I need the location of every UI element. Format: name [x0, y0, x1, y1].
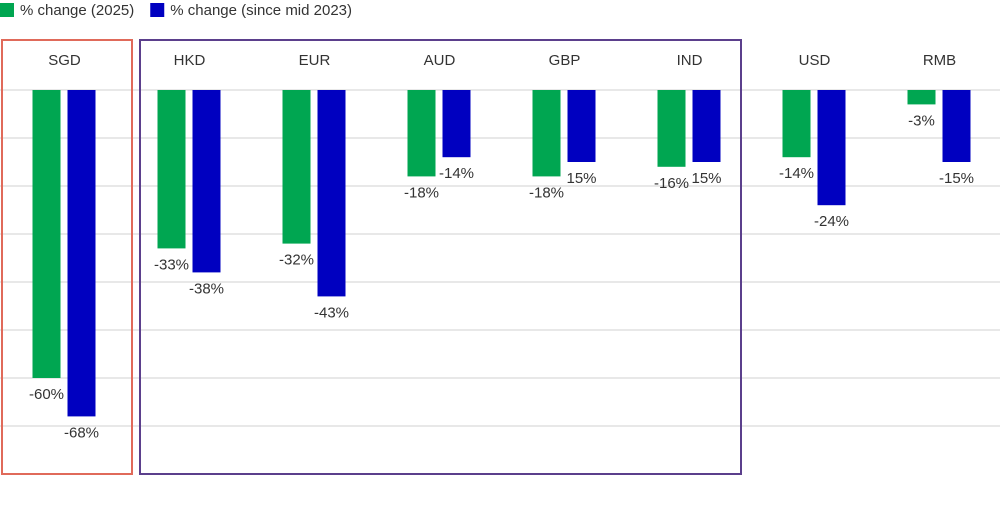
- value-label: -32%: [279, 252, 314, 269]
- x-tick-label: RMB: [923, 52, 956, 69]
- bar: [317, 90, 346, 297]
- value-label: 15%: [566, 170, 596, 187]
- value-label: -14%: [439, 165, 474, 182]
- value-label: 15%: [691, 170, 721, 187]
- bar: [282, 90, 311, 244]
- legend-swatch: [150, 3, 165, 17]
- value-label: -68%: [64, 424, 99, 441]
- bar: [442, 90, 471, 158]
- bar: [67, 90, 96, 417]
- bar: [942, 90, 971, 162]
- bar: [907, 90, 936, 105]
- value-label: -18%: [404, 184, 439, 201]
- value-label: -33%: [154, 256, 189, 273]
- x-tick-label: USD: [799, 52, 831, 69]
- legend-label: % change (2025): [20, 2, 134, 19]
- x-tick-label: GBP: [549, 52, 581, 69]
- bar: [532, 90, 561, 177]
- x-tick-label: HKD: [174, 52, 206, 69]
- bar: [657, 90, 686, 167]
- bar: [407, 90, 436, 177]
- bar: [782, 90, 811, 158]
- value-label: -38%: [189, 280, 224, 297]
- bar: [567, 90, 596, 162]
- value-label: -16%: [654, 175, 689, 192]
- x-tick-label: EUR: [299, 52, 331, 69]
- highlight-box: [1, 39, 133, 475]
- bar: [157, 90, 186, 249]
- x-tick-label: AUD: [424, 52, 456, 69]
- bar: [192, 90, 221, 273]
- bar: [692, 90, 721, 162]
- bar: [817, 90, 846, 206]
- value-label: -14%: [779, 165, 814, 182]
- value-label: -43%: [314, 304, 349, 321]
- x-tick-label: SGD: [48, 52, 81, 69]
- x-tick-label: IND: [677, 52, 703, 69]
- value-label: -15%: [939, 170, 974, 187]
- value-label: -18%: [529, 184, 564, 201]
- bar: [32, 90, 61, 378]
- value-label: -60%: [29, 386, 64, 403]
- value-label: -3%: [908, 112, 935, 129]
- value-label: -24%: [814, 213, 849, 230]
- legend-swatch: [0, 3, 14, 17]
- group-box: [139, 39, 742, 475]
- legend-label: % change (since mid 2023): [170, 2, 352, 19]
